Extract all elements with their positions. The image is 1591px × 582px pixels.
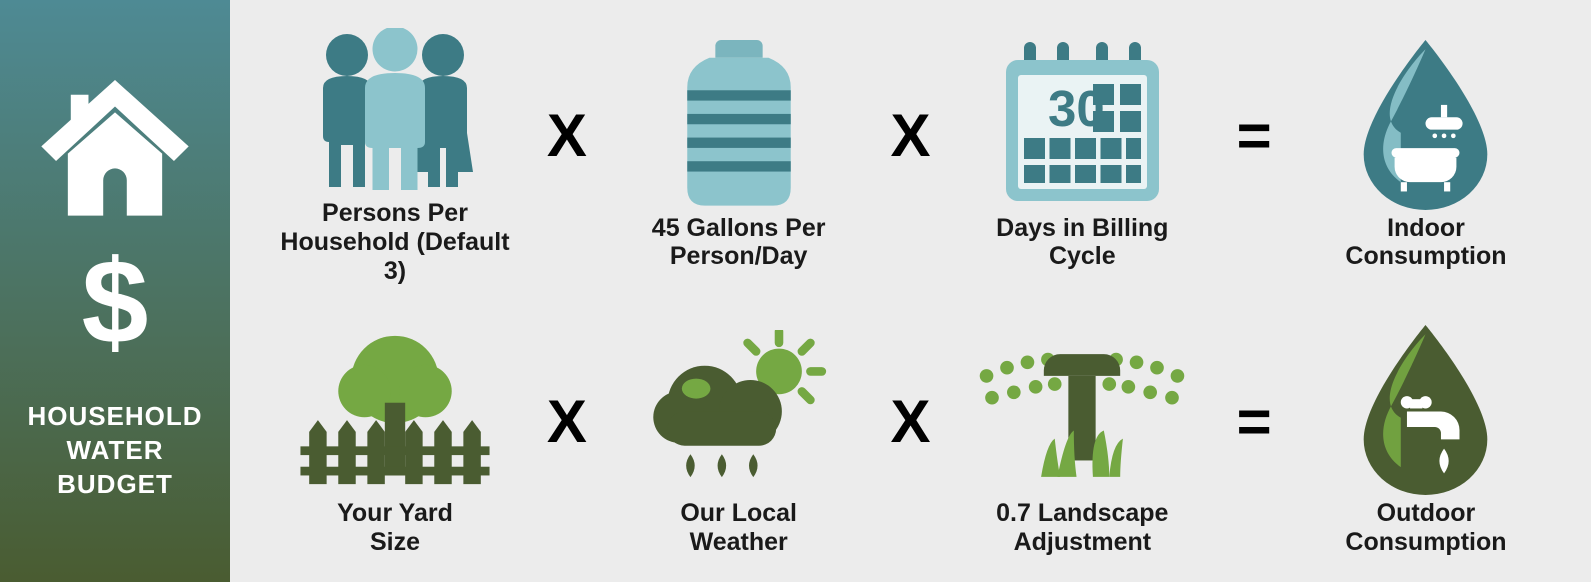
people-icon [305, 25, 485, 195]
billing-cycle-cell: 30 [957, 40, 1207, 272]
indoor-result-label: Indoor Consumption [1345, 214, 1506, 272]
outdoor-drop-icon [1348, 325, 1503, 495]
multiply-op: X [542, 387, 592, 496]
outdoor-formula-row: Your Yard Size X [270, 325, 1551, 557]
indoor-formula-row: Persons Per Household (Default 3) X 45 G… [270, 25, 1551, 285]
equals-op: = [1229, 387, 1279, 496]
water-jug-icon [679, 40, 799, 210]
gallons-label: 45 Gallons Per Person/Day [652, 214, 826, 272]
calendar-icon: 30 [1000, 40, 1165, 210]
outdoor-result-label: Outdoor Consumption [1345, 499, 1506, 557]
landscape-label: 0.7 Landscape Adjustment [996, 499, 1168, 557]
formula-area: Persons Per Household (Default 3) X 45 G… [230, 0, 1591, 582]
persons-label: Persons Per Household (Default 3) [270, 199, 520, 285]
indoor-result-cell: Indoor Consumption [1301, 40, 1551, 272]
gallons-cell: 45 Gallons Per Person/Day [614, 40, 864, 272]
sidebar-title: HOUSEHOLD WATER BUDGET [27, 400, 202, 501]
landscape-cell: 0.7 Landscape Adjustment [957, 325, 1207, 557]
weather-icon [639, 325, 839, 495]
multiply-op: X [885, 101, 935, 210]
weather-cell: Our Local Weather [614, 325, 864, 557]
persons-cell: Persons Per Household (Default 3) [270, 25, 520, 285]
billing-cycle-label: Days in Billing Cycle [996, 214, 1168, 272]
multiply-op: X [542, 101, 592, 210]
indoor-drop-icon [1348, 40, 1503, 210]
sprinkler-icon [972, 325, 1192, 495]
dollar-icon: $ [75, 250, 155, 370]
sidebar: $ HOUSEHOLD WATER BUDGET [0, 0, 230, 582]
yard-label: Your Yard Size [337, 499, 453, 557]
svg-text:$: $ [82, 250, 149, 369]
tree-fence-icon [300, 325, 490, 495]
equals-op: = [1229, 101, 1279, 210]
weather-label: Our Local Weather [680, 499, 797, 557]
multiply-op: X [885, 387, 935, 496]
house-icon [40, 80, 190, 220]
outdoor-result-cell: Outdoor Consumption [1301, 325, 1551, 557]
yard-cell: Your Yard Size [270, 325, 520, 557]
